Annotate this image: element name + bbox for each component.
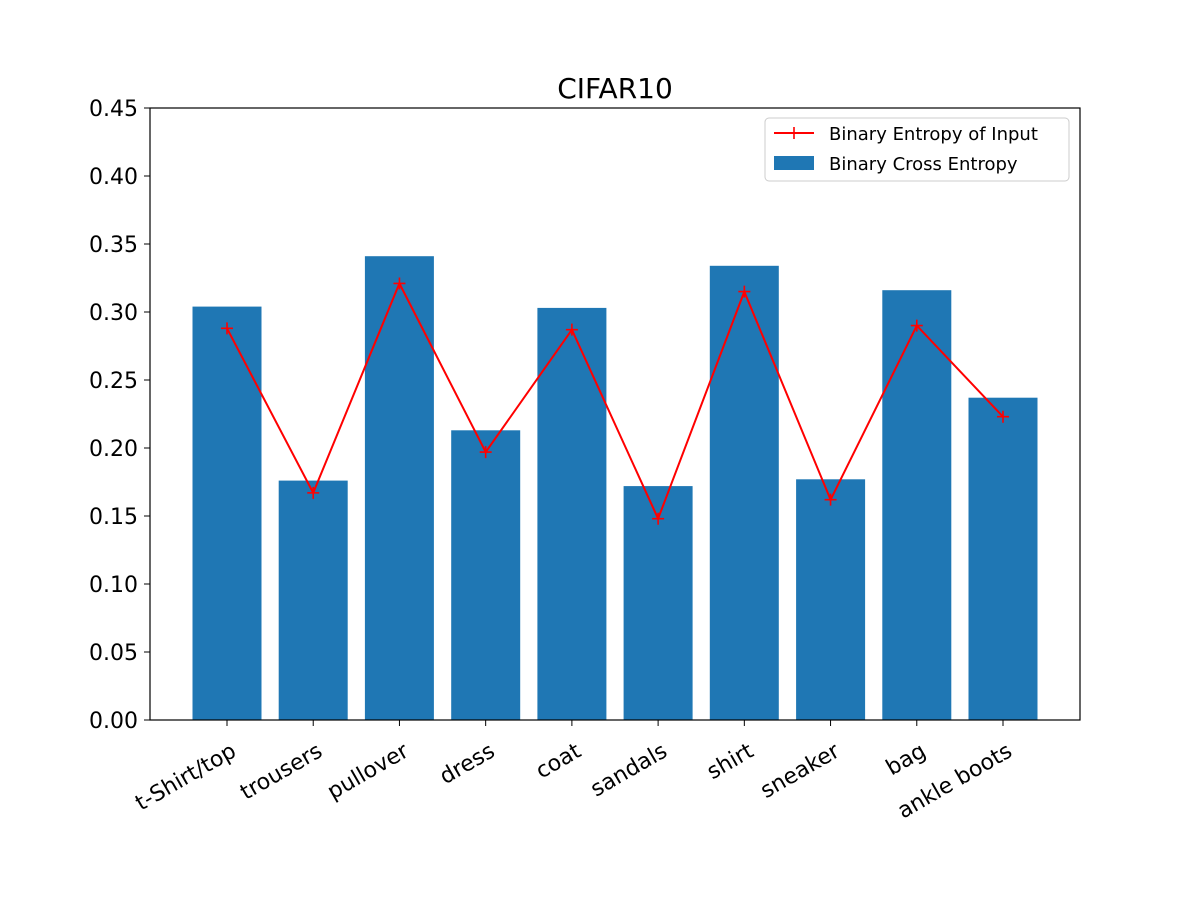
y-tick-label: 0.35 [89,233,138,258]
legend-label-line: Binary Entropy of Input [829,124,1038,145]
bars-layer [192,256,1038,720]
plot-frame [149,107,1081,721]
legend-box [764,117,1070,182]
bar-dress [451,430,521,720]
x-tick-label: bag [882,739,930,781]
y-axis: 0.00 0.05 0.10 0.15 0.20 0.25 0.30 0.35 0.40 0.45 [89,97,150,734]
x-tick-label: trousers [236,739,327,806]
entropy-marker-coat [565,323,578,336]
entropy-marker-trousers [307,486,320,499]
y-tick-label: 0.40 [89,165,138,190]
x-tick-label: coat [532,739,586,785]
x-tick-label: dress [436,739,500,790]
legend-label-bar: Binary Cross Entropy [829,154,1018,175]
bar-trousers [278,480,348,720]
bar-bag [882,290,952,720]
x-tick-label: sneaker [756,738,845,804]
bar-ankle-boots [968,397,1038,720]
x-tick-label: pullover [323,738,414,805]
bar-sandals [623,486,693,720]
bar-pullover [364,256,434,720]
x-tick-label: sandals [587,739,672,803]
y-tick-label: 0.45 [89,97,138,122]
entropy-marker-sandals [652,512,665,525]
y-tick-label: 0.00 [89,709,138,734]
entropy-marker-shirt [738,285,751,298]
entropy-marker-pullover [393,277,406,290]
y-tick-label: 0.05 [89,641,138,666]
x-tick-label: t-Shirt/top [131,739,240,817]
y-tick-label: 0.25 [89,369,138,394]
entropy-marker-sneaker [824,493,837,506]
legend-bar-swatch [774,156,814,170]
legend: Binary Entropy of Input Binary Cross Ent… [764,117,1070,182]
x-tick-label: shirt [703,739,758,785]
entropy-marker-ankle-boots [997,410,1009,423]
y-tick-label: 0.10 [89,573,138,598]
bar-t-shirt-top [192,306,262,720]
entropy-marker-t-shirt-top [221,322,233,335]
y-tick-label: 0.20 [89,437,138,462]
legend-line-marker [788,127,800,139]
entropy-marker-dress [479,446,492,459]
bar-shirt [709,265,779,720]
y-tick-label: 0.30 [89,301,138,326]
bar-sneaker [796,479,866,720]
y-tick-label: 0.15 [89,505,138,530]
line-layer [221,277,1009,525]
bar-coat [537,307,607,720]
entropy-marker-bag [910,319,923,332]
chart-title: CIFAR10 [557,72,673,105]
entropy-line [226,281,1004,522]
